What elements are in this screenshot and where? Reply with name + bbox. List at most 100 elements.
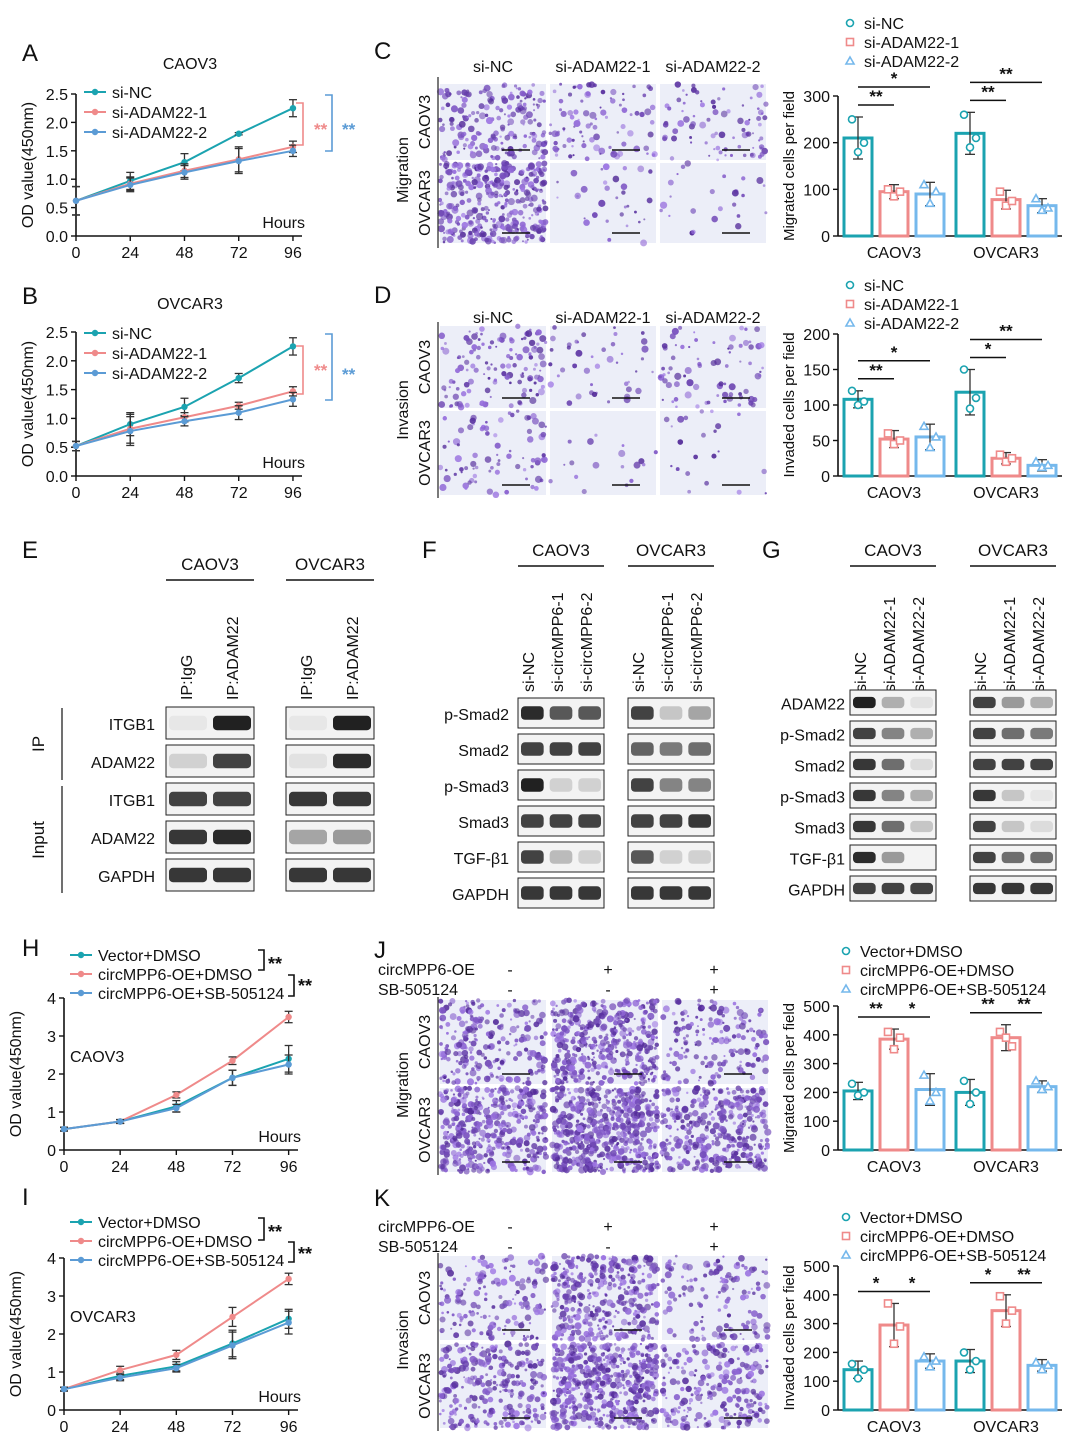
cell — [484, 1086, 491, 1093]
cell — [561, 1025, 568, 1032]
cell — [524, 1021, 529, 1025]
cell — [662, 1070, 667, 1074]
comparison-sig: ** — [981, 82, 995, 101]
cell — [623, 381, 629, 387]
cell — [549, 348, 554, 352]
cell — [571, 1163, 575, 1167]
cell — [510, 1264, 513, 1268]
cell — [514, 1280, 521, 1287]
cell — [437, 225, 445, 233]
cell — [600, 998, 606, 1004]
cell — [750, 1062, 756, 1068]
cell — [635, 1063, 638, 1067]
cell — [559, 82, 563, 86]
cell — [495, 1383, 499, 1387]
cell — [673, 1020, 678, 1025]
cell — [478, 103, 485, 110]
cell — [568, 1091, 572, 1095]
data-point — [72, 442, 80, 450]
cell — [632, 84, 636, 89]
cell — [439, 1412, 442, 1416]
cell — [742, 153, 747, 158]
data-dot — [859, 138, 869, 147]
cell — [654, 1054, 660, 1060]
cell — [485, 1373, 489, 1377]
cell — [674, 344, 677, 347]
cell — [470, 1040, 477, 1047]
cell — [440, 346, 445, 351]
cell — [623, 1132, 628, 1137]
cell — [494, 1058, 499, 1063]
cell — [742, 339, 750, 346]
cell — [708, 154, 711, 157]
cell — [622, 1386, 626, 1390]
cell — [641, 1384, 645, 1388]
cell — [562, 144, 567, 149]
cell — [511, 1264, 516, 1269]
cell — [500, 363, 506, 369]
cell — [718, 131, 726, 139]
x-tick-label: 24 — [111, 1159, 129, 1176]
cell — [599, 1166, 603, 1170]
cell — [632, 1317, 636, 1320]
cell — [540, 154, 546, 160]
cell — [613, 1343, 617, 1346]
cell — [625, 224, 629, 228]
cell — [467, 424, 474, 431]
cell — [553, 1018, 558, 1023]
cell — [674, 372, 682, 380]
cell — [641, 1042, 648, 1048]
cell — [710, 1062, 713, 1066]
cell — [606, 1154, 612, 1160]
cell — [629, 1089, 635, 1095]
cell — [751, 132, 755, 135]
cell — [509, 1025, 517, 1033]
cell — [554, 1336, 558, 1340]
cell — [758, 122, 762, 127]
cell — [606, 1284, 613, 1291]
cell — [654, 1105, 659, 1111]
cell — [710, 409, 714, 414]
cell — [476, 1103, 480, 1107]
y-tick-label: 200 — [803, 1345, 830, 1362]
cell — [515, 107, 518, 111]
cell — [480, 230, 484, 234]
cell — [599, 1039, 607, 1047]
cell — [512, 363, 517, 368]
cell — [482, 1398, 488, 1405]
cell — [586, 1088, 590, 1092]
sig-label: ** — [342, 120, 356, 139]
cell — [552, 1263, 559, 1271]
cell — [485, 187, 492, 194]
cell — [458, 1403, 463, 1408]
cell — [722, 87, 726, 91]
cell — [561, 1079, 564, 1082]
cell — [466, 388, 472, 394]
sig-label: ** — [314, 120, 328, 139]
x-axis-label: Hours — [258, 1129, 301, 1146]
cell — [640, 239, 648, 247]
cell — [440, 106, 445, 111]
cell — [642, 1006, 646, 1010]
cell — [592, 461, 600, 469]
cell — [501, 1119, 506, 1125]
cell — [511, 223, 518, 230]
inner-cell-label: CAOV3 — [70, 1049, 124, 1066]
cell — [526, 1076, 530, 1081]
cell — [596, 1132, 603, 1139]
cell — [539, 180, 546, 187]
cell — [465, 1020, 468, 1024]
cell — [714, 1136, 720, 1141]
cell — [736, 1033, 742, 1039]
cell — [495, 1142, 503, 1149]
cell — [604, 1116, 609, 1121]
cell — [610, 1381, 617, 1389]
cell — [717, 206, 723, 212]
cell — [609, 1398, 613, 1402]
legend-marker — [841, 946, 851, 956]
cell — [486, 401, 489, 404]
data-dot — [1001, 1033, 1011, 1042]
legend-label: si-ADAM22-1 — [864, 297, 959, 314]
cell — [611, 1126, 616, 1131]
cell — [654, 1042, 659, 1048]
